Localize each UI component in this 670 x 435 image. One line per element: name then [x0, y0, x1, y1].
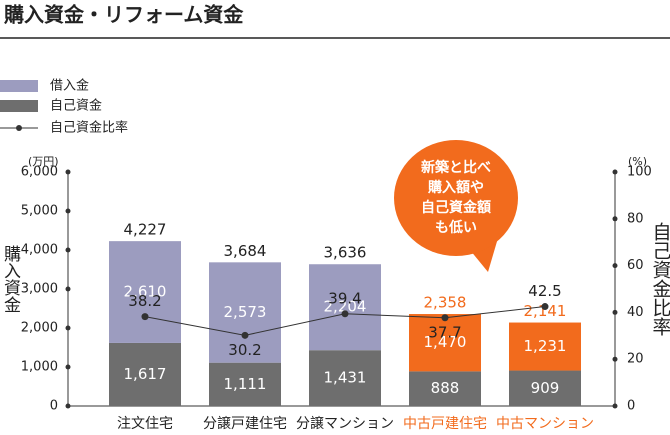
callout-tail	[470, 238, 498, 272]
y-tick-label: 6,000	[21, 165, 58, 180]
x-tick-label: 分譲戸建住宅	[203, 416, 287, 432]
y-tick	[65, 169, 71, 175]
bar-value-label: 1,431	[324, 369, 367, 387]
y2-tick	[612, 403, 618, 409]
chart-title: 購入資金・リフォーム資金	[4, 3, 244, 27]
total-label: 3,636	[324, 244, 367, 262]
ratio-label: 39.4	[328, 289, 361, 307]
bar-value-label: 2,610	[124, 283, 167, 301]
legend-swatch	[0, 80, 38, 92]
callout-text: も低い	[435, 219, 477, 236]
ratio-label: 42.5	[528, 282, 561, 300]
y2-tick	[612, 216, 618, 222]
y2-tick	[612, 169, 618, 175]
y2-tick-label: 100	[627, 165, 652, 180]
ratio-label: 38.2	[128, 292, 161, 310]
ratio-label: 30.2	[228, 341, 261, 359]
y-tick	[65, 403, 71, 409]
y-axis-title: 購入資金	[0, 245, 21, 313]
y2-tick	[612, 263, 618, 269]
total-label: 3,684	[224, 242, 267, 260]
y-tick	[65, 247, 71, 253]
legend-dot	[16, 125, 22, 131]
bar-value-label: 1,617	[124, 365, 167, 383]
y-tick-label: 0	[50, 399, 58, 414]
bar-value-label: 909	[531, 379, 560, 397]
bar-segment	[209, 362, 281, 406]
bar-value-label: 1,470	[424, 333, 467, 351]
bar-value-label: 1,111	[224, 375, 267, 393]
ratio-point	[341, 310, 349, 318]
callout-text: 自己資金額	[421, 199, 491, 216]
bar-segment	[509, 370, 581, 406]
bar-segment	[409, 314, 481, 372]
y2-tick	[612, 356, 618, 362]
bar-segment	[109, 241, 181, 343]
callout-text: 購入額や	[427, 179, 484, 196]
y-tick-label: 5,000	[21, 204, 58, 219]
legend-swatch	[0, 100, 38, 112]
y-tick	[65, 208, 71, 214]
total-label: 2,358	[424, 294, 467, 312]
y2-tick-label: 0	[627, 399, 635, 414]
y-tick-label: 2,000	[21, 321, 58, 336]
bar-segment	[209, 262, 281, 363]
y-tick-label: 4,000	[21, 243, 58, 258]
ratio-point	[141, 313, 149, 321]
y2-axis-title: 自己資金比率	[650, 222, 670, 336]
bar-value-label: 888	[431, 379, 460, 397]
bar-value-label: 2,573	[224, 303, 267, 321]
x-tick-label: 中古戸建住宅	[403, 416, 487, 432]
y-tick	[65, 286, 71, 292]
legend-label: 自己資金比率	[50, 120, 128, 136]
bar-segment	[309, 264, 381, 351]
ratio-label: 37.7	[428, 323, 461, 341]
legend-label: 自己資金	[50, 98, 102, 114]
y2-tick	[612, 309, 618, 315]
y-tick-label: 3,000	[21, 282, 58, 297]
callout	[394, 140, 518, 256]
y-unit: (万円)	[28, 155, 59, 168]
x-tick-label: 注文住宅	[117, 416, 173, 432]
bar-segment	[109, 342, 181, 406]
total-label: 4,227	[124, 221, 167, 239]
bar-value-label: 2,204	[324, 298, 367, 316]
total-label: 2,141	[524, 302, 567, 320]
y2-tick-label: 20	[627, 352, 644, 367]
y-tick-label: 1,000	[21, 360, 58, 375]
x-tick-label: 中古マンション	[496, 416, 594, 432]
ratio-point	[541, 303, 549, 311]
y2-tick-label: 60	[627, 258, 644, 273]
bar-segment	[409, 371, 481, 406]
bar-segment	[509, 322, 581, 371]
callout-text: 新築と比べ	[421, 159, 491, 176]
bar-value-label: 1,231	[524, 337, 567, 355]
ratio-point	[441, 314, 449, 322]
y-tick	[65, 364, 71, 370]
bar-segment	[309, 350, 381, 406]
x-tick-label: 分譲マンション	[296, 416, 394, 432]
ratio-point	[241, 331, 249, 339]
y-tick	[65, 325, 71, 331]
y2-tick-label: 80	[627, 211, 644, 226]
legend-label: 借入金	[50, 78, 89, 94]
y2-unit: (%)	[628, 155, 647, 168]
y2-tick-label: 40	[627, 305, 644, 320]
